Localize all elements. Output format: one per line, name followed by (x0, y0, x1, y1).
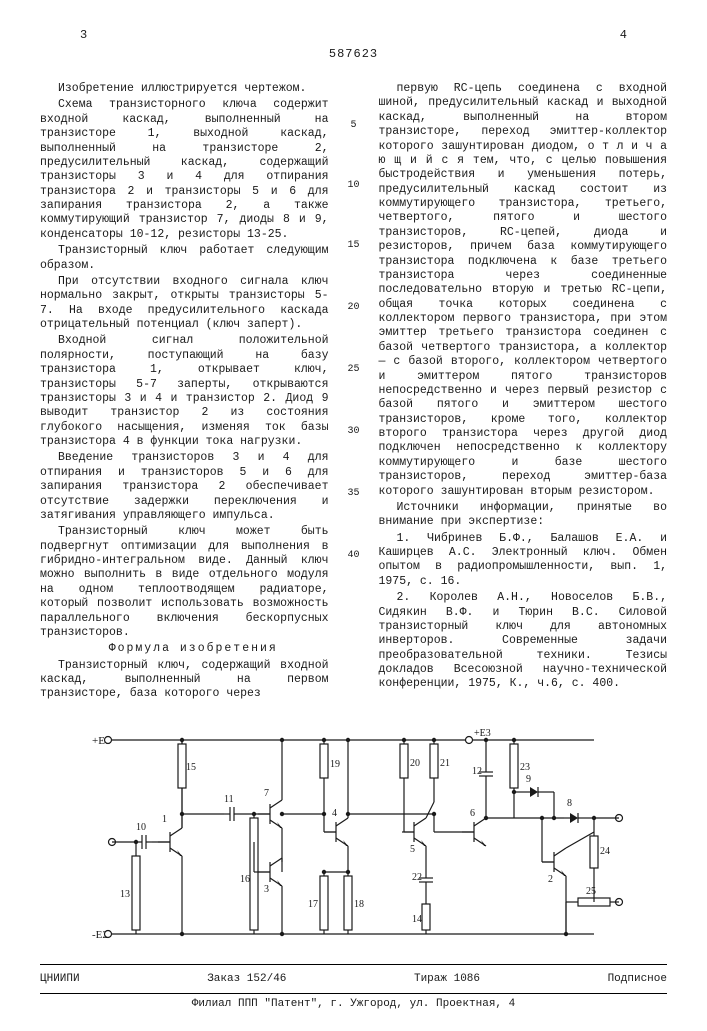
svg-text:22: 22 (412, 872, 422, 883)
para: 2. Королев А.Н., Новоселов Б.В., Сидякин… (379, 591, 668, 692)
para: Изобретение иллюстрируется чертежом. (40, 82, 329, 96)
footer-order: Заказ 152/46 (207, 973, 286, 987)
svg-text:4: 4 (332, 808, 337, 819)
svg-text:17: 17 (308, 899, 318, 910)
left-column: Изобретение иллюстрируется чертежом. Схе… (40, 82, 329, 704)
svg-text:7: 7 (264, 788, 269, 799)
circuit-diagram: +E1-E2101311511167319417182021+E35221461… (40, 722, 667, 952)
svg-text:18: 18 (354, 899, 364, 910)
para: 1. Чибринев Б.Ф., Балашов Е.А. и Каширце… (379, 532, 668, 590)
para: Транзисторный ключ работает следующим об… (40, 244, 329, 273)
svg-text:19: 19 (330, 759, 340, 770)
patent-number: 587623 (40, 47, 667, 62)
footer-tirazh: Тираж 1086 (414, 973, 480, 987)
svg-text:12: 12 (472, 766, 482, 777)
svg-text:9: 9 (526, 774, 531, 785)
para: Входной сигнал положительной полярности,… (40, 334, 329, 449)
footer-org: ЦНИИПИ (40, 973, 80, 987)
line-marker: 5 (347, 120, 361, 133)
para: Введение транзисторов 3 и 4 для отпирани… (40, 451, 329, 523)
svg-text:8: 8 (567, 798, 572, 809)
footer-address: Филиал ППП "Патент", г. Ужгород, ул. Про… (40, 993, 667, 1012)
right-column: первую RC-цепь соединена с входной шиной… (379, 82, 668, 704)
svg-text:5: 5 (410, 844, 415, 855)
svg-text:6: 6 (470, 808, 475, 819)
svg-text:20: 20 (410, 758, 420, 769)
svg-text:24: 24 (600, 846, 610, 857)
para: Источники информации, принятые во вниман… (379, 501, 668, 530)
line-marker: 15 (347, 240, 361, 253)
page-number-left: 3 (80, 28, 87, 43)
formula-title: Формула изобретения (40, 642, 329, 656)
svg-text:15: 15 (186, 762, 196, 773)
line-marker: 40 (347, 550, 361, 563)
line-marker: 10 (347, 180, 361, 193)
footer: ЦНИИПИ Заказ 152/46 Тираж 1086 Подписное… (40, 964, 667, 1012)
para: Транзисторный ключ, содержащий входной к… (40, 659, 329, 702)
line-marker: 20 (347, 302, 361, 315)
svg-text:13: 13 (120, 889, 130, 900)
svg-text:21: 21 (440, 758, 450, 769)
svg-text:14: 14 (412, 914, 422, 925)
line-marker: 30 (347, 426, 361, 439)
svg-text:2: 2 (548, 874, 553, 885)
svg-text:+E3: +E3 (474, 728, 491, 739)
svg-text:10: 10 (136, 822, 146, 833)
footer-sign: Подписное (608, 973, 667, 987)
line-number-gutter: 5 10 15 20 25 30 35 40 (347, 82, 361, 704)
para: Транзисторный ключ может быть подвергнут… (40, 525, 329, 640)
para: Схема транзисторного ключа содержит вход… (40, 98, 329, 242)
page-number-right: 4 (620, 28, 627, 43)
svg-text:23: 23 (520, 762, 530, 773)
para: первую RC-цепь соединена с входной шиной… (379, 82, 668, 499)
svg-text:1: 1 (162, 814, 167, 825)
svg-text:16: 16 (240, 874, 250, 885)
para: При отсутствии входного сигнала ключ нор… (40, 275, 329, 333)
svg-text:11: 11 (224, 794, 234, 805)
svg-text:3: 3 (264, 884, 269, 895)
line-marker: 25 (347, 364, 361, 377)
body-columns: Изобретение иллюстрируется чертежом. Схе… (40, 82, 667, 704)
line-marker: 35 (347, 488, 361, 501)
